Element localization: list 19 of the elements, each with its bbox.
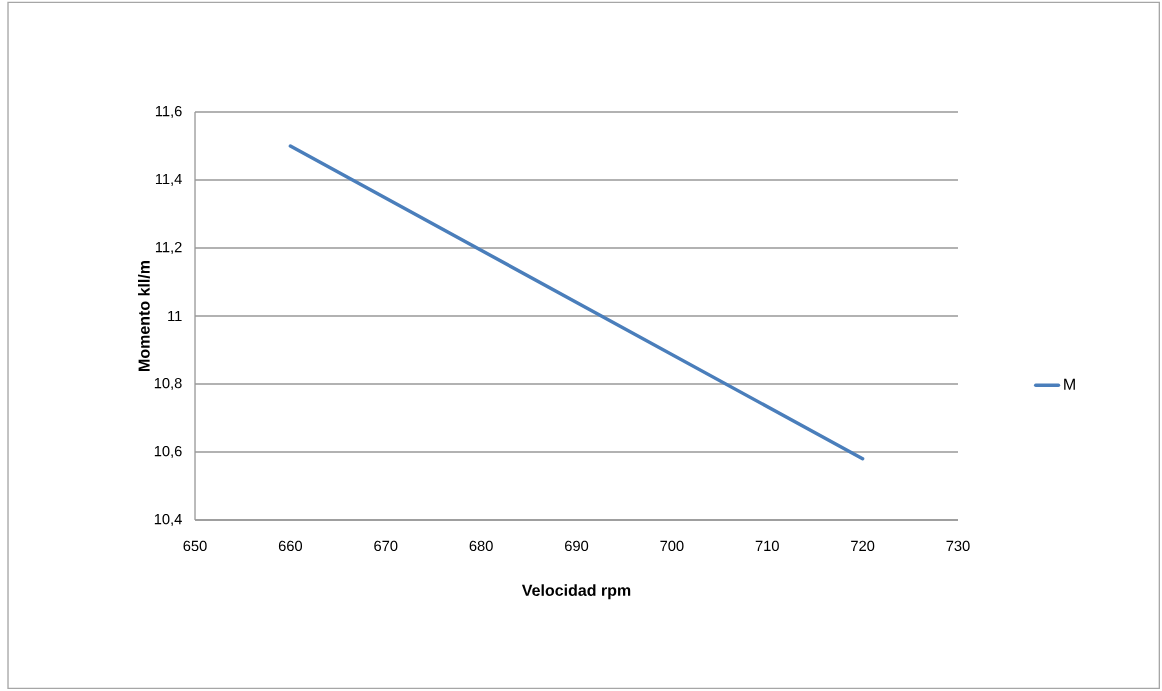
y-tick-label: 11,2 xyxy=(155,241,182,255)
x-tick-label: 680 xyxy=(469,540,493,552)
y-tick-label: 11,6 xyxy=(155,105,182,119)
x-tick-label: 700 xyxy=(660,540,684,552)
x-tick-label: 720 xyxy=(851,540,875,552)
y-tick-label: 10,8 xyxy=(154,377,182,391)
x-tick-label: 710 xyxy=(755,540,779,552)
legend-label: M xyxy=(1064,378,1075,390)
y-tick-label: 11,4 xyxy=(155,174,182,186)
x-axis-title: Velocidad rpm xyxy=(521,584,631,600)
x-tick-label: 660 xyxy=(278,540,303,552)
y-axis-title: Momento kll/m xyxy=(138,260,150,371)
x-tick-label: 650 xyxy=(183,540,207,552)
x-tick-label: 690 xyxy=(565,540,589,552)
y-tick-label: 10,4 xyxy=(154,513,182,527)
y-tick-label: 11 xyxy=(168,310,182,322)
y-tick-label: 10,6 xyxy=(154,445,182,459)
x-tick-label: 670 xyxy=(374,540,398,552)
x-tick-label: 730 xyxy=(946,540,970,552)
